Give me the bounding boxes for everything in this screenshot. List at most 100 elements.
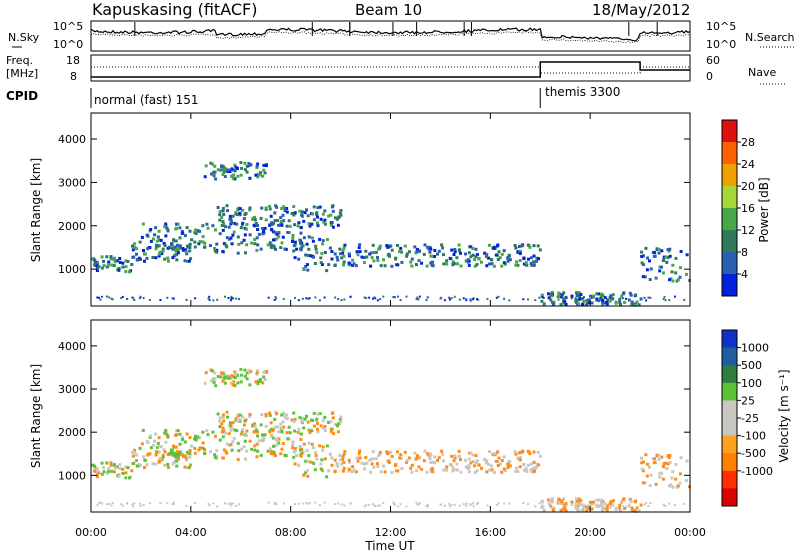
velocity-cell	[201, 441, 205, 445]
velocity-cell	[508, 460, 512, 464]
velocity-cell	[96, 469, 100, 473]
power-ground-cell	[643, 296, 646, 299]
power-cell	[549, 298, 553, 302]
velocity-ground-cell	[363, 505, 366, 508]
power-cell	[606, 298, 610, 302]
velocity-colorbar-tick-label: 100	[741, 377, 762, 390]
power-cell	[415, 250, 419, 253]
velocity-cell	[340, 462, 344, 466]
velocity-cell	[211, 430, 215, 434]
power-cell	[464, 259, 468, 263]
power-ground-cell	[458, 298, 461, 301]
power-ground-cell	[305, 297, 308, 300]
power-cell	[176, 251, 180, 255]
velocity-cell	[105, 471, 109, 475]
velocity-cell	[330, 411, 334, 415]
power-cell	[133, 246, 137, 249]
power-cell	[492, 245, 496, 249]
power-cell	[379, 264, 383, 268]
velocity-cell	[666, 462, 670, 466]
power-ground-cell	[503, 297, 506, 300]
power-cell	[245, 243, 249, 247]
velocity-cell	[97, 471, 101, 475]
power-cell	[475, 253, 479, 257]
velocity-ground-cell	[96, 503, 99, 506]
velocity-ground-cell	[120, 503, 123, 506]
velocity-cell	[467, 457, 471, 461]
power-cell	[325, 269, 329, 273]
velocity-cell	[459, 458, 462, 462]
velocity-ground-cell	[108, 503, 111, 506]
power-ground-cell	[340, 299, 343, 302]
velocity-cell	[577, 497, 581, 501]
velocity-cell	[216, 374, 220, 378]
velocity-cell	[264, 412, 268, 416]
power-cell	[336, 258, 340, 262]
velocity-ground-cell	[212, 502, 215, 505]
velocity-cell	[110, 469, 114, 473]
velocity-cell	[390, 455, 394, 458]
velocity-cell	[277, 430, 281, 434]
velocity-cell	[494, 459, 498, 463]
velocity-cell	[256, 382, 260, 386]
power-cell	[291, 233, 295, 237]
power-cell	[293, 243, 297, 247]
power-cell	[589, 294, 593, 298]
velocity-ground-cell	[453, 503, 456, 506]
velocity-cell	[600, 502, 603, 506]
power-ground-cell	[557, 298, 560, 301]
power-cell	[253, 215, 257, 219]
power-cell	[426, 245, 430, 249]
power-cell	[664, 255, 668, 259]
velocity-ground-cell	[227, 502, 230, 505]
power-ground-cell	[363, 296, 366, 299]
velocity-ground-cell	[662, 503, 665, 506]
velocity-ground-cell	[542, 505, 545, 508]
velocity-cell	[275, 439, 279, 443]
velocity-cell	[646, 462, 649, 466]
velocity-cell	[560, 499, 564, 503]
power-cell	[538, 248, 542, 252]
power-cell	[181, 247, 185, 250]
velocity-cell	[606, 504, 610, 508]
velocity-ground-cell	[231, 502, 234, 505]
power-cell	[639, 297, 643, 301]
velocity-cell	[570, 500, 574, 504]
velocity-cell	[124, 471, 128, 475]
power-cell	[339, 213, 343, 217]
velocity-cell	[167, 466, 170, 469]
velocity-cell	[329, 420, 333, 424]
velocity-cell	[336, 430, 340, 434]
velocity-cell	[304, 459, 308, 463]
power-cell	[655, 248, 659, 252]
power-cell	[157, 252, 161, 256]
velocity-cell	[477, 463, 481, 467]
power-cell	[239, 161, 243, 165]
velocity-cell	[490, 464, 494, 468]
power-cell	[658, 265, 662, 269]
velocity-ground-cell	[110, 504, 113, 507]
velocity-cell	[229, 428, 233, 432]
power-cell	[281, 213, 285, 217]
power-cell	[342, 246, 346, 250]
velocity-cell	[514, 452, 518, 456]
velocity-cell	[223, 381, 227, 385]
power-cell	[167, 259, 170, 263]
power-cell	[198, 229, 202, 233]
velocity-cell	[563, 506, 567, 510]
power-cell	[280, 223, 284, 227]
velocity-cell	[261, 433, 264, 437]
power-ground-cell	[668, 299, 671, 302]
velocity-cell	[445, 468, 449, 472]
power-cell	[386, 245, 390, 249]
velocity-cell	[232, 436, 236, 440]
power-cell	[166, 246, 170, 250]
velocity-cell	[214, 384, 218, 388]
velocity-cell	[348, 460, 351, 464]
power-ground-cell	[397, 295, 400, 298]
power-cell	[235, 222, 239, 226]
velocity-cell	[243, 439, 247, 443]
power-cell	[138, 240, 142, 244]
power-cell	[244, 227, 248, 231]
power-cell	[237, 242, 241, 246]
